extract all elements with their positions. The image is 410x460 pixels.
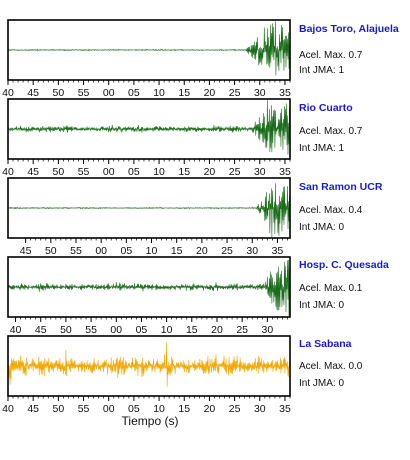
x-tick-label-2-7: 10 [153, 166, 165, 178]
x-tick-label-2-11: 30 [254, 166, 266, 178]
x-tick-label-5-7: 10 [153, 403, 165, 415]
x-tick-label-1-11: 30 [254, 87, 266, 99]
station-jma-1: Int JMA: 1 [299, 65, 345, 76]
x-tick-label-2-1: 40 [2, 166, 14, 178]
x-tick-label-1-12: 35 [279, 87, 291, 99]
x-tick-label-4-5: 00 [110, 324, 122, 336]
station-name-1: Bajos Toro, Alajuela [299, 23, 399, 35]
x-tick-label-2-12: 35 [279, 166, 291, 178]
x-tick-label-3-11: 35 [272, 245, 284, 257]
x-tick-label-4-7: 10 [161, 324, 173, 336]
station-jma-5: Int JMA: 0 [299, 378, 345, 389]
x-tick-label-3-3: 55 [70, 245, 82, 257]
x-tick-label-2-5: 00 [103, 166, 115, 178]
x-tick-label-1-2: 45 [27, 87, 39, 99]
x-tick-label-1-9: 20 [204, 87, 216, 99]
x-tick-label-1-4: 55 [78, 87, 90, 99]
x-tick-label-4-11: 30 [261, 324, 273, 336]
panel-frame-3 [7, 177, 291, 239]
x-tick-label-5-11: 30 [254, 403, 266, 415]
x-tick-label-2-9: 20 [204, 166, 216, 178]
x-tick-label-5-3: 50 [53, 403, 65, 415]
station-accel-3: Acel. Max. 0.4 [299, 205, 363, 216]
x-tick-label-3-6: 10 [146, 245, 158, 257]
station-accel-4: Acel. Max. 0.1 [299, 283, 363, 294]
x-tick-label-1-8: 15 [178, 87, 190, 99]
waveform-1 [7, 21, 291, 76]
x-tick-label-2-2: 45 [27, 166, 39, 178]
station-name-2: Rio Cuarto [299, 102, 353, 114]
waveform-5 [7, 342, 291, 387]
x-tick-label-5-1: 40 [2, 403, 14, 415]
x-tick-label-3-1: 45 [20, 245, 32, 257]
x-tick-label-5-8: 15 [178, 403, 190, 415]
x-tick-label-3-8: 20 [196, 245, 208, 257]
x-tick-label-2-8: 15 [178, 166, 190, 178]
station-jma-2: Int JMA: 1 [299, 143, 345, 154]
x-tick-label-4-4: 55 [85, 324, 97, 336]
x-tick-label-1-7: 10 [153, 87, 165, 99]
station-name-5: La Sabana [299, 338, 352, 350]
x-tick-label-1-3: 50 [53, 87, 65, 99]
x-tick-label-5-5: 00 [103, 403, 115, 415]
x-tick-label-1-10: 25 [229, 87, 241, 99]
x-tick-label-3-7: 15 [171, 245, 183, 257]
x-tick-label-4-1: 40 [10, 324, 22, 336]
panel-frame-4 [7, 256, 291, 318]
x-tick-label-4-9: 20 [211, 324, 223, 336]
x-tick-label-2-6: 05 [128, 166, 140, 178]
x-tick-label-3-5: 05 [120, 245, 132, 257]
x-tick-label-1-6: 05 [128, 87, 140, 99]
waveform-2 [7, 100, 291, 155]
x-tick-label-3-10: 30 [246, 245, 258, 257]
station-accel-1: Acel. Max. 0.7 [299, 50, 363, 61]
station-jma-4: Int JMA: 0 [299, 300, 345, 311]
x-tick-label-5-9: 20 [204, 403, 216, 415]
station-accel-5: Acel. Max. 0.0 [299, 361, 363, 372]
station-accel-2: Acel. Max. 0.7 [299, 126, 363, 137]
x-tick-label-3-9: 25 [221, 245, 233, 257]
x-tick-label-5-10: 25 [229, 403, 241, 415]
x-tick-label-5-4: 55 [78, 403, 90, 415]
x-tick-label-2-3: 50 [53, 166, 65, 178]
x-tick-label-2-4: 55 [78, 166, 90, 178]
x-tick-label-4-6: 05 [136, 324, 148, 336]
waveform-4 [7, 259, 291, 316]
station-jma-3: Int JMA: 0 [299, 222, 345, 233]
x-tick-label-2-10: 25 [229, 166, 241, 178]
x-tick-label-1-5: 00 [103, 87, 115, 99]
waveform-3 [7, 183, 291, 237]
x-tick-label-3-4: 00 [95, 245, 107, 257]
station-name-4: Hosp. C. Quesada [299, 259, 389, 271]
station-name-3: San Ramon UCR [299, 181, 383, 193]
x-tick-label-5-12: 35 [279, 403, 291, 415]
x-tick-label-5-2: 45 [27, 403, 39, 415]
x-tick-label-4-10: 25 [236, 324, 248, 336]
x-tick-label-4-8: 15 [186, 324, 198, 336]
x-tick-label-4-3: 50 [60, 324, 72, 336]
x-tick-label-5-6: 05 [128, 403, 140, 415]
x-axis-label: Tiempo (s) [121, 414, 179, 428]
x-tick-label-1-1: 40 [2, 87, 14, 99]
x-tick-label-3-2: 50 [45, 245, 57, 257]
x-tick-label-4-2: 45 [35, 324, 47, 336]
